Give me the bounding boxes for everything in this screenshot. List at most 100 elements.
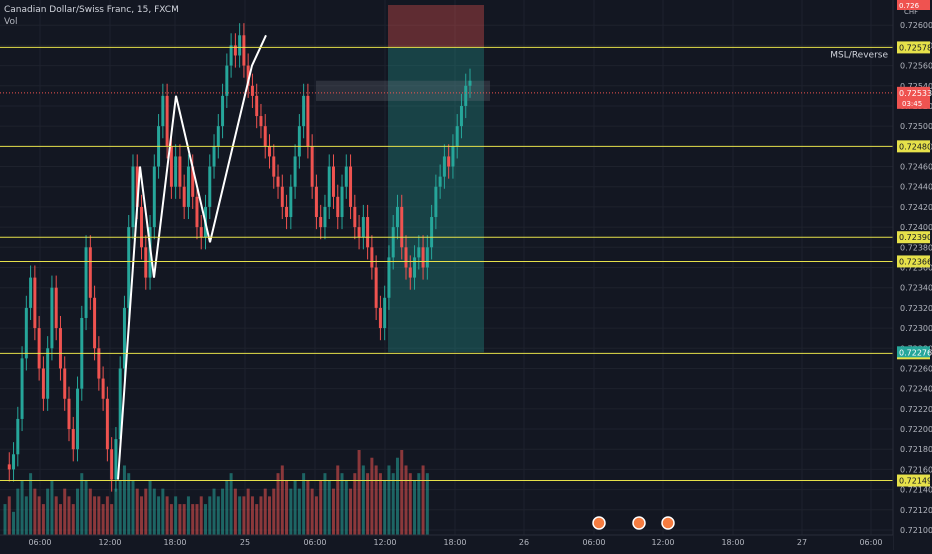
current-price-value: 0.72533: [899, 89, 932, 98]
time-tick-label: 27: [797, 538, 807, 547]
candle-body: [182, 186, 186, 207]
candle-body: [110, 449, 114, 480]
candle-body: [127, 227, 131, 308]
volume-bar: [114, 488, 118, 535]
level-price-tag: [897, 140, 930, 153]
volume-bar: [413, 480, 417, 535]
candle-body: [374, 267, 378, 308]
level-price-tag: [897, 474, 930, 487]
candle-body: [459, 105, 463, 127]
candle-body: [165, 95, 169, 147]
candle-body: [174, 156, 178, 187]
price-tick-label: 0.72560: [900, 62, 932, 71]
volume-bar: [88, 488, 92, 535]
time-tick-label: 26: [519, 538, 529, 547]
volume-bar: [353, 473, 357, 535]
price-tick-label: 0.72340: [900, 284, 932, 293]
volume-bar: [178, 504, 182, 535]
candle-body: [340, 186, 344, 218]
chart-header: Canadian Dollar/Swiss Franc, 15, FXCM Vo…: [4, 4, 179, 28]
candle-body: [293, 156, 297, 187]
volume-bar: [319, 480, 323, 535]
candle-body: [7, 464, 11, 470]
candle-body: [208, 166, 212, 207]
candle-body: [344, 166, 348, 187]
volume-bar: [199, 496, 203, 535]
candle-body: [464, 85, 468, 106]
volume-bar: [204, 504, 207, 535]
volume-bar: [246, 488, 250, 535]
volume-bar: [165, 496, 169, 535]
candle-body: [468, 80, 472, 86]
volume-bar: [259, 496, 263, 535]
volume-bar: [293, 480, 297, 535]
volume-bar: [135, 488, 139, 535]
volume-bar: [357, 450, 361, 535]
candle-body: [12, 454, 16, 470]
volume-bar: [174, 496, 178, 535]
candle-body: [280, 186, 284, 207]
price-tick-label: 0.72100: [900, 526, 932, 535]
level-price-tag-label: 0.72366: [899, 257, 932, 266]
volume-bar: [16, 488, 20, 535]
volume-bar: [383, 480, 387, 535]
price-tick-label: 0.72320: [900, 304, 932, 313]
volume-bar: [289, 488, 293, 535]
candle-body: [268, 146, 271, 157]
volume-bar: [12, 511, 16, 535]
time-tick-label: 18:00: [443, 538, 466, 547]
volume-bar: [378, 473, 382, 535]
volume-bar: [391, 473, 395, 535]
volume-bar: [41, 504, 45, 535]
volume-bar: [233, 488, 237, 535]
price-tick-label: 0.72500: [900, 122, 932, 131]
candle-body: [425, 247, 429, 268]
time-tick-label: 18:00: [721, 538, 744, 547]
candle-body: [395, 206, 399, 228]
candle-body: [250, 85, 254, 96]
candle-body: [67, 398, 71, 430]
volume-bar: [97, 496, 101, 535]
candle-body: [229, 45, 233, 66]
volume-bar: [208, 496, 212, 535]
time-tick-label: 12:00: [98, 538, 121, 547]
volume-bar: [29, 473, 33, 535]
volume-bar: [54, 496, 58, 535]
volume-bar: [93, 496, 97, 535]
price-tick-label: 0.72460: [900, 163, 932, 172]
volume-bar: [127, 473, 131, 535]
time-axis-panel: [0, 535, 893, 550]
price-tick-label: 0.72220: [900, 405, 932, 414]
target-price-tag: [897, 346, 930, 358]
volume-bar: [306, 480, 310, 535]
volume-bar: [169, 504, 173, 535]
time-tick-label: 06:00: [582, 538, 605, 547]
volume-indicator-label[interactable]: Vol: [4, 17, 18, 27]
volume-bar: [366, 473, 370, 535]
candle-body: [24, 307, 28, 359]
volume-bar: [84, 480, 88, 535]
time-tick-label: 06:00: [303, 538, 326, 547]
candle-body: [442, 156, 446, 177]
candle-body: [101, 378, 105, 399]
candle-body: [186, 166, 190, 207]
level-price-tag-label: 0.72149: [899, 477, 932, 486]
volume-bar: [310, 488, 314, 535]
candle-body: [97, 348, 101, 379]
price-tick-label: 0.72200: [900, 425, 932, 434]
symbol-title[interactable]: Canadian Dollar/Swiss Franc, 15, FXCM: [4, 5, 179, 15]
volume-bar: [302, 473, 306, 535]
candle-body: [451, 146, 455, 167]
candle-body: [233, 45, 237, 56]
candle-body: [144, 247, 148, 278]
price-tick-label: 0.72380: [900, 243, 932, 252]
candle-body: [259, 116, 263, 127]
bar-countdown: 03:45: [902, 100, 922, 108]
candle-body: [323, 206, 327, 228]
stop-price-tag-label: 0.726: [899, 2, 920, 10]
candle-body: [76, 388, 80, 450]
candle-body: [383, 297, 387, 329]
volume-bar: [349, 488, 353, 535]
volume-bar: [148, 480, 152, 535]
